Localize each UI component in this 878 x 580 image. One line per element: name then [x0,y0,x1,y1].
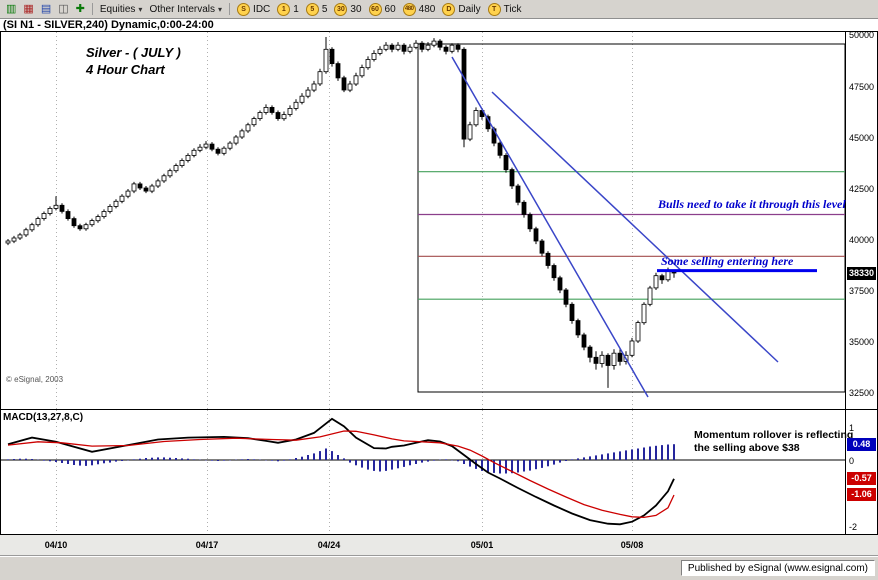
downtrend-line [451,56,649,398]
price-axis-label: 32500 [849,388,875,398]
price-axis-label: 35000 [849,337,875,347]
panel-separator [0,534,878,535]
add-symbol-button[interactable]: ✚ [73,2,88,17]
bar-chart-icon: ▦ [23,2,34,15]
interval-label: 1 [293,3,299,15]
price-chart[interactable] [0,32,846,409]
toolbar-separator [229,3,231,15]
interval-button-60[interactable]: 60 60 [366,2,399,17]
macd-value-marker: -1.06 [847,488,876,501]
price-axis-label: 40000 [849,235,875,245]
macd-axis-label: 0 [849,456,855,466]
macd-axis-label: 1 [849,423,855,433]
toolbar: ▥▦▤◫✚EquitiesOther IntervalsSIDC11553030… [0,0,878,19]
esignal-copyright: © eSignal, 2003 [6,375,64,384]
interval-badge-icon: 5 [305,2,319,16]
advanced-chart-button[interactable]: ▥ [3,2,19,17]
interval-button-480[interactable]: 480 480 [400,2,439,17]
date-axis-label: 04/24 [317,540,341,550]
date-gridlines [56,410,633,534]
price-axis-label: 42500 [849,184,875,194]
macd-axis-label: -2 [849,522,858,532]
published-by-label: Published by eSignal (www.esignal.com) [680,560,875,576]
price-axis-label: 45000 [849,133,875,143]
chart-title-bar: (SI N1 - SILVER,240) Dynamic,0:00-24:00 [0,19,878,32]
time-axis[interactable]: 04/10 04/17 04/24 05/01 05/08 [0,535,878,556]
macd-histogram [7,444,675,474]
interval-badge-icon: 480 [402,2,416,16]
last-price-marker: 38330 [847,267,876,280]
interval-button-idc[interactable]: S IDC [234,2,273,17]
interval-label: Tick [503,3,522,15]
date-axis-label: 05/01 [470,540,494,550]
price-axis[interactable]: 38330 50000 47500 45000 42500 40000 37500 3500… [846,30,878,534]
panel-separator [0,409,878,410]
interval-label: 5 [321,3,328,15]
macd-value-marker: -0.57 [847,472,876,485]
add-symbol-icon: ✚ [75,2,85,15]
interval-button-30[interactable]: 30 30 [331,2,364,17]
momentum-line1: Momentum rollover is reflecting [694,429,854,441]
macd-study-label: MACD(13,27,8,C) [3,412,84,423]
date-axis-label: 04/17 [195,540,219,550]
dropdown-other-intervals[interactable]: Other Intervals [146,2,225,17]
interval-label: 480 [418,3,436,15]
advanced-chart-icon: ▥ [6,2,17,15]
status-bar: Published by eSignal (www.esignal.com) [0,556,878,580]
interval-label: Daily [458,3,481,15]
momentum-line2: the selling above $38 [694,442,800,454]
bar-chart-button[interactable]: ▦ [20,2,36,17]
downtrend-line [491,91,779,363]
interval-button-tick[interactable]: T Tick [485,2,525,17]
new-window-button[interactable]: ◫ [55,2,71,17]
panel-separator [0,31,878,32]
interval-badge-icon: 60 [368,2,382,16]
chart-annotation-title[interactable]: Silver - ( JULY ) 4 Hour Chart [86,44,181,78]
chart-title: (SI N1 - SILVER,240) Dynamic,0:00-24:00 [3,19,214,31]
date-gridlines [56,32,633,409]
dropdown-equities[interactable]: Equities [97,2,146,17]
toolbar-separator [91,3,93,15]
annotation-line1: Silver - ( JULY ) [86,45,181,60]
bulls-annotation[interactable]: Bulls need to take it through this level [658,197,846,211]
interval-badge-icon: 30 [334,2,348,16]
selling-annotation[interactable]: Some selling entering here [661,254,794,268]
quote-window-icon: ▤ [40,2,52,15]
date-axis-label: 05/08 [620,540,644,550]
annotation-line2: 4 Hour Chart [86,62,165,77]
date-axis-label: 04/10 [44,540,68,550]
interval-label: IDC [253,3,271,15]
new-window-icon: ◫ [58,2,69,15]
candlesticks [5,37,677,388]
interval-badge-icon: T [487,2,501,16]
macd-signal-line [7,430,675,519]
price-axis-label: 50000 [849,30,875,40]
interval-label: 60 [384,3,396,15]
momentum-annotation[interactable]: Momentum rollover is reflecting the sell… [694,429,853,455]
price-axis-label: 37500 [849,286,875,296]
interval-badge-icon: D [442,2,456,16]
macd-value-marker: 0.48 [847,438,876,451]
interval-label: 30 [350,3,362,15]
interval-badge-icon: S [237,2,251,16]
quote-window-button[interactable]: ▤ [38,2,54,17]
price-axis-label: 47500 [849,82,875,92]
axis-separator [845,32,846,534]
interval-button-daily[interactable]: D Daily [439,2,483,17]
macd-panel[interactable] [0,410,846,534]
macd-line [7,417,675,526]
interval-badge-icon: 1 [277,2,291,16]
